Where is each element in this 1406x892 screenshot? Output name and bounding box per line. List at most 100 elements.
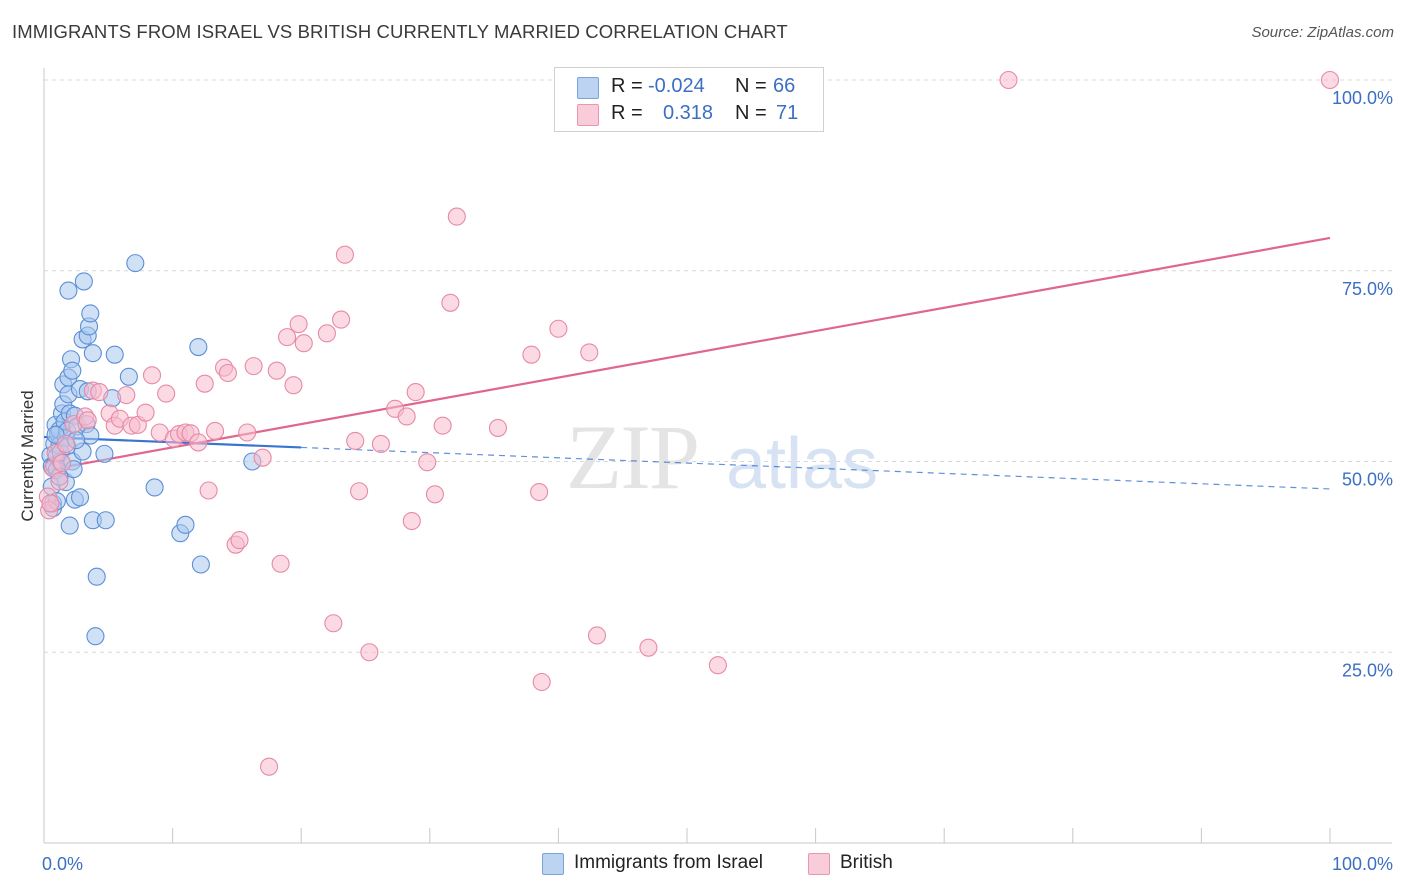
british-point [335, 245, 354, 264]
british-point [267, 361, 286, 380]
israel-point [176, 515, 195, 534]
y-tick-label: 75.0% [1342, 279, 1393, 299]
british-point [530, 482, 549, 502]
british-point [195, 374, 214, 393]
tick-labels: 25.0% 50.0% 75.0% 100.0% 0.0% 100.0% [42, 88, 1393, 874]
british-point [425, 485, 444, 504]
legend-label-israel: Immigrants from Israel [574, 852, 763, 873]
british-point [317, 324, 336, 343]
british-point [580, 343, 599, 362]
british-point [278, 328, 297, 347]
british-point [50, 472, 69, 491]
legend-n-label: N = [735, 75, 767, 97]
british-point [587, 626, 607, 645]
trend-line-british [43, 236, 1331, 472]
british-point [708, 656, 727, 675]
israel-point [87, 567, 106, 586]
british-point [136, 403, 155, 422]
israel-point [86, 627, 105, 646]
british-point [199, 481, 218, 500]
british-point [142, 366, 162, 385]
british-point [406, 383, 425, 402]
legend-r-value: 0.318 [663, 102, 714, 124]
british-point [522, 345, 541, 364]
israel-point [105, 345, 124, 364]
y-tick-label: 25.0% [1342, 660, 1393, 680]
israel-point [74, 272, 93, 291]
series-british-points [38, 70, 1340, 776]
watermark: ZIP atlas [566, 406, 878, 508]
british-point [371, 434, 390, 454]
y-tick-label: 100.0% [1332, 88, 1393, 108]
british-point [999, 70, 1018, 90]
israel-point [59, 281, 78, 300]
british-point [52, 453, 72, 473]
israel-point [83, 344, 102, 363]
legend-r-label: R = [611, 102, 643, 124]
legend-r-label: R = [611, 75, 643, 97]
legend-r-value: -0.024 [648, 75, 705, 97]
british-point [447, 207, 466, 226]
legend-swatch-israel [542, 853, 564, 875]
x-tick-label: 100.0% [1332, 854, 1393, 874]
british-point [397, 407, 416, 426]
british-point [1320, 70, 1340, 90]
british-point [532, 672, 551, 692]
source-label: Source: ZipAtlas.com [1251, 24, 1394, 41]
y-tick-label: 50.0% [1342, 470, 1393, 490]
british-point [244, 357, 263, 376]
israel-point [119, 367, 138, 386]
watermark-atlas: atlas [726, 424, 878, 504]
british-point [271, 554, 290, 573]
israel-point [189, 337, 208, 357]
british-point [189, 433, 208, 452]
british-point [259, 757, 279, 776]
legend-label-british: British [840, 852, 893, 873]
legend-n-value: 66 [773, 75, 796, 97]
british-point [324, 614, 343, 633]
trend-line-israel-extension [301, 446, 1331, 490]
british-point [549, 319, 568, 338]
british-point [441, 293, 460, 312]
british-point [418, 453, 437, 472]
british-point [90, 383, 109, 402]
british-point [284, 376, 303, 395]
israel-point [191, 555, 210, 574]
watermark-zip: ZIP [566, 406, 698, 508]
british-point [360, 643, 379, 662]
legend-swatch-british [808, 853, 830, 875]
british-point [218, 363, 237, 383]
british-point [350, 482, 369, 501]
chart-title: IMMIGRANTS FROM ISRAEL VS BRITISH CURREN… [12, 21, 788, 42]
british-point [488, 418, 508, 437]
legend-swatch-israel [577, 77, 599, 99]
british-point [289, 315, 308, 334]
british-point [56, 434, 75, 454]
israel-point [145, 478, 164, 497]
british-point [346, 431, 365, 450]
british-point [294, 334, 313, 353]
series-israel-points [41, 254, 262, 646]
british-point [117, 386, 136, 405]
legend-n-label: N = [735, 102, 767, 124]
british-point [205, 421, 225, 441]
british-point [402, 511, 421, 531]
british-point [230, 531, 249, 550]
british-point [253, 448, 272, 467]
british-point [433, 416, 452, 435]
israel-point [126, 254, 145, 273]
british-point [332, 310, 351, 329]
british-point [238, 423, 257, 442]
british-point [41, 494, 60, 513]
israel-point [60, 516, 79, 535]
israel-point [81, 304, 100, 323]
legend-n-value: 71 [776, 102, 799, 124]
british-point [157, 384, 176, 403]
israel-point [63, 361, 82, 380]
israel-point [70, 488, 90, 507]
israel-point [96, 511, 115, 530]
british-point [639, 638, 658, 657]
x-tick-label: 0.0% [42, 854, 83, 874]
correlation-legend: R = -0.024 N = 66 R = 0.318 N = 71 [554, 67, 824, 132]
